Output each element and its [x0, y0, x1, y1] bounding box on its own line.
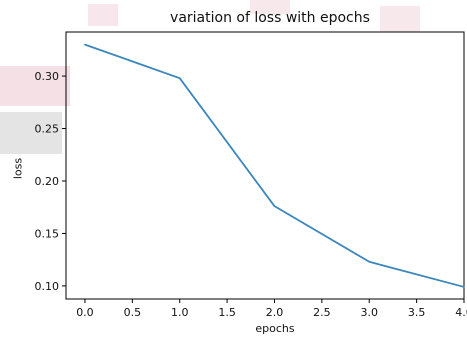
- x-tick-label: 4.0: [455, 306, 467, 319]
- x-tick-label: 3.0: [360, 306, 378, 319]
- data-point: [368, 260, 371, 263]
- y-tick-label: 0.30: [35, 70, 60, 83]
- y-tick-label: 0.25: [35, 123, 60, 136]
- x-tick-label: 1.0: [171, 306, 189, 319]
- x-tick-label: 0.0: [76, 306, 94, 319]
- x-axis-label: epochs: [255, 322, 295, 335]
- data-point: [463, 286, 465, 288]
- watermark-blotch: [380, 6, 420, 32]
- x-tick-label: 0.5: [124, 306, 142, 319]
- chart-title: variation of loss with epochs: [170, 10, 370, 26]
- x-tick-label: 1.5: [218, 306, 236, 319]
- y-tick-label: 0.10: [35, 280, 60, 293]
- y-tick-label: 0.15: [35, 227, 60, 240]
- x-tick-label: 2.5: [313, 306, 331, 319]
- data-point: [273, 205, 276, 207]
- x-tick-label: 3.5: [408, 306, 426, 319]
- watermark-blotch: [0, 66, 70, 106]
- x-tick-label: 2.0: [266, 306, 284, 319]
- watermark-blotch: [88, 4, 118, 26]
- watermark-blotch: [250, 0, 290, 14]
- y-tick-label: 0.20: [35, 175, 60, 188]
- data-point: [178, 77, 181, 79]
- series-line: [84, 43, 465, 288]
- watermark-blotch: [0, 112, 62, 154]
- plot-frame: [65, 31, 465, 300]
- data-point: [84, 43, 86, 46]
